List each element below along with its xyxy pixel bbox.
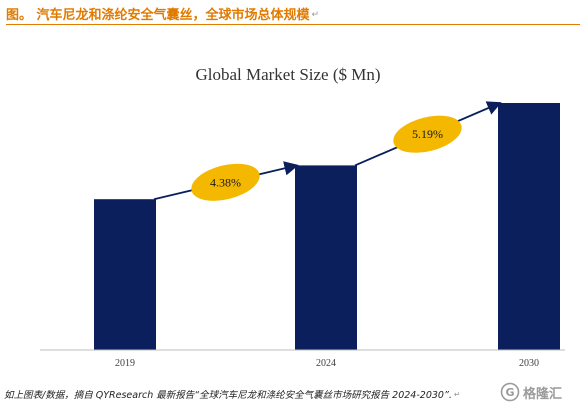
x-tick-label-2019: 2019 <box>115 358 135 369</box>
chart-title: Global Market Size ($ Mn) <box>195 65 380 84</box>
x-tick-labels: 2019 2024 2030 <box>115 358 539 369</box>
figure-heading: 图。 汽车尼龙和涤纶安全气囊丝，全球市场总体规模 <box>6 7 310 23</box>
bar-2024 <box>295 165 357 350</box>
svg-text:G: G <box>505 386 514 399</box>
figure-header: 图。 汽车尼龙和涤纶安全气囊丝，全球市场总体规模 ↵ <box>6 2 580 25</box>
source-text: 如上图表/数据，摘自 QYResearch 最新报告“全球汽车尼龙和涤纶安全气囊… <box>4 390 452 401</box>
growth-label-badge <box>393 115 462 153</box>
watermark: G 格隆汇 <box>500 379 582 405</box>
bar-2019 <box>94 199 156 350</box>
growth-rate-label: 5.19% <box>412 127 443 141</box>
market-size-chart: Global Market Size ($ Mn) 4.38% 5.19% 201… <box>10 30 575 380</box>
growth-arrows-layer: 4.38% 5.19% <box>153 101 502 201</box>
source-note: 如上图表/数据，摘自 QYResearch 最新报告“全球汽车尼龙和涤纶安全气囊… <box>4 384 499 404</box>
watermark-text: 格隆汇 <box>523 386 563 402</box>
paragraph-mark-icon: ↵ <box>453 389 461 399</box>
watermark-logo-icon: G <box>500 382 520 402</box>
growth-rate-label: 4.38% <box>210 175 241 189</box>
x-tick-label-2024: 2024 <box>316 358 336 369</box>
x-tick-label-2030: 2030 <box>519 358 539 369</box>
growth-label-badge <box>191 163 260 201</box>
bar-2030 <box>498 103 560 350</box>
paragraph-mark-icon: ↵ <box>311 10 320 20</box>
bars-layer <box>94 103 560 350</box>
chart-canvas: Global Market Size ($ Mn) 4.38% 5.19% 201… <box>40 65 565 369</box>
